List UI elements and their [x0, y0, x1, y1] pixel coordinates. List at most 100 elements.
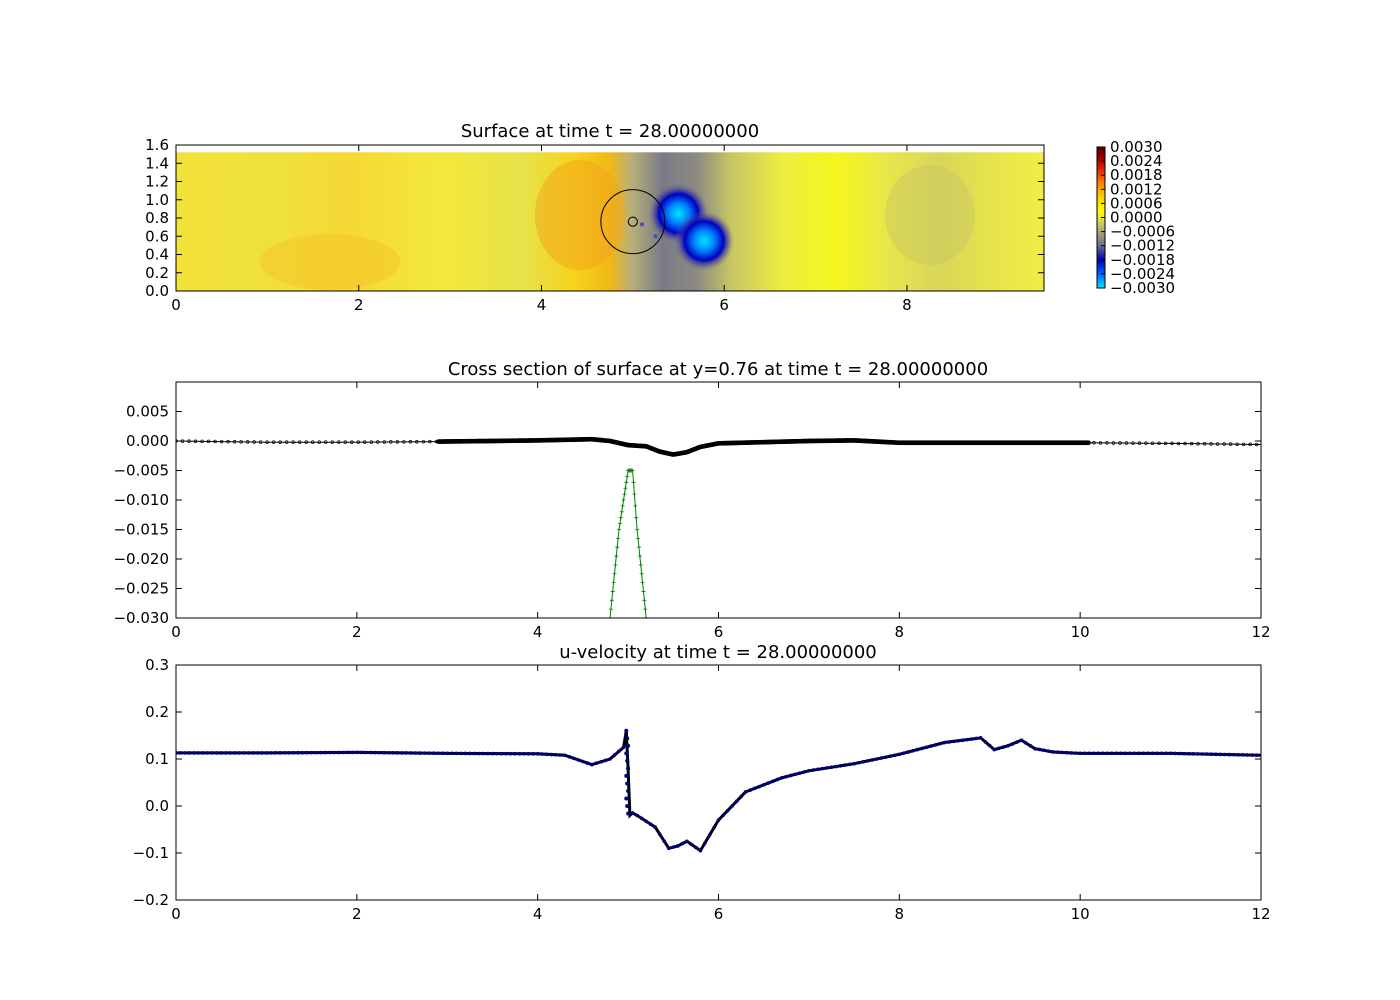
- velocity-point: [187, 751, 192, 755]
- warm-patch-center: [535, 160, 625, 270]
- velocity-point: [1069, 751, 1073, 755]
- velocity-point: [766, 781, 771, 785]
- surface-point: [1150, 441, 1155, 445]
- obstacle-point: [619, 509, 624, 514]
- velocity-point: [802, 770, 807, 774]
- surface-point: [245, 440, 250, 444]
- velocity-point: [327, 750, 332, 755]
- velocity-point: [624, 773, 629, 778]
- velocity-point: [409, 751, 413, 755]
- obstacle-point: [608, 607, 613, 612]
- y-tick-label: 0.1: [145, 750, 169, 768]
- velocity-point: [282, 750, 287, 755]
- obstacle-point: [635, 527, 640, 532]
- surface-point: [1241, 442, 1246, 447]
- obstacle-point: [634, 515, 639, 520]
- velocity-point: [820, 766, 825, 771]
- minor-depression: [653, 234, 658, 239]
- x-tick-label: 8: [902, 296, 912, 314]
- velocity-point: [201, 751, 205, 755]
- y-tick-label: −0.030: [113, 609, 169, 627]
- velocity-point: [703, 841, 707, 845]
- velocity-point: [1064, 750, 1069, 755]
- velocity-point: [1200, 752, 1205, 756]
- velocity-point: [770, 779, 775, 784]
- colorbar-tick-label: 0.0006: [1110, 194, 1163, 212]
- obstacle-point: [617, 521, 622, 526]
- surface-point: [310, 440, 315, 444]
- y-tick-label: 0.4: [145, 246, 169, 264]
- surface-panel: Surface at time t = 28.00000000 0 2 4 6 8 0.0…: [145, 121, 1175, 314]
- velocity-point: [400, 751, 404, 755]
- y-tick-label: 0.0: [145, 797, 169, 815]
- surface-point: [1118, 441, 1122, 445]
- velocity-point: [698, 848, 703, 853]
- surface-point: [1235, 442, 1239, 446]
- velocity-point: [816, 767, 820, 772]
- velocity-point: [748, 788, 752, 792]
- y-tick-label: −0.020: [113, 550, 169, 568]
- velocity-point: [1096, 751, 1101, 756]
- velocity-point: [644, 819, 648, 824]
- velocity-point: [477, 751, 481, 756]
- velocity-panel: u-velocity at time t = 28.00000000 0 2 4 6 8…: [133, 642, 1271, 923]
- x-tick-label: 10: [1071, 905, 1090, 923]
- velocity-point: [572, 756, 576, 761]
- velocity-point: [273, 751, 278, 755]
- y-tick-label: 1.0: [145, 191, 169, 209]
- velocity-point: [657, 832, 662, 836]
- velocity-point: [739, 794, 743, 799]
- velocity-point: [978, 736, 983, 740]
- velocity-point: [1105, 751, 1110, 756]
- velocity-point: [296, 750, 300, 755]
- x-tick-label: 10: [1071, 623, 1090, 641]
- velocity-point: [567, 755, 572, 759]
- velocity-point: [1186, 751, 1191, 756]
- surface-point: [402, 440, 406, 444]
- velocity-point: [418, 751, 422, 755]
- velocity-point: [987, 743, 992, 748]
- velocity-point: [1159, 751, 1164, 756]
- velocity-point: [183, 751, 187, 755]
- velocity-point: [1091, 751, 1096, 756]
- velocity-point: [481, 751, 486, 756]
- colorbar-tick-label: 0.0030: [1110, 138, 1163, 156]
- velocity-point: [1227, 752, 1232, 757]
- velocity-point: [956, 738, 960, 743]
- velocity-point: [960, 738, 965, 742]
- velocity-point: [721, 813, 725, 818]
- velocity-point: [522, 751, 526, 756]
- velocity-point: [517, 751, 522, 756]
- velocity-point: [440, 751, 445, 756]
- velocity-point: [775, 777, 780, 782]
- velocity-point: [553, 752, 558, 757]
- cross-section-panel: Cross section of surface at y=0.76 at ti…: [113, 359, 1270, 641]
- velocity-point: [1195, 752, 1200, 756]
- warm-patch-left: [260, 234, 400, 290]
- obstacle-point: [618, 515, 623, 520]
- velocity-point: [838, 764, 843, 768]
- velocity-point: [603, 758, 608, 763]
- x-tick-label: 0: [171, 905, 181, 923]
- velocity-axis-ticks: 0 2 4 6 8 10 12 0.3 0.2 0.1 0.0 −0.1 −0.2: [133, 656, 1271, 923]
- surface-point: [363, 440, 367, 444]
- velocity-point: [1046, 749, 1051, 753]
- x-tick-label: 6: [714, 905, 724, 923]
- velocity-point: [300, 750, 305, 755]
- velocity-point: [1087, 751, 1092, 756]
- surface-point: [1144, 441, 1148, 445]
- surface-point: [330, 440, 334, 444]
- velocity-point: [624, 796, 629, 801]
- velocity-point: [666, 846, 671, 851]
- obstacle-point: [641, 589, 646, 594]
- obstacle-point: [640, 580, 645, 585]
- velocity-point: [1168, 751, 1173, 756]
- minor-depression: [639, 222, 644, 227]
- surface-point: [1196, 441, 1200, 446]
- velocity-point: [540, 752, 544, 756]
- velocity-point: [459, 751, 463, 756]
- obstacle-core: [627, 216, 638, 227]
- obstacle-point: [644, 616, 649, 618]
- surface-title: Surface at time t = 28.00000000: [461, 121, 759, 142]
- velocity-point: [590, 762, 594, 767]
